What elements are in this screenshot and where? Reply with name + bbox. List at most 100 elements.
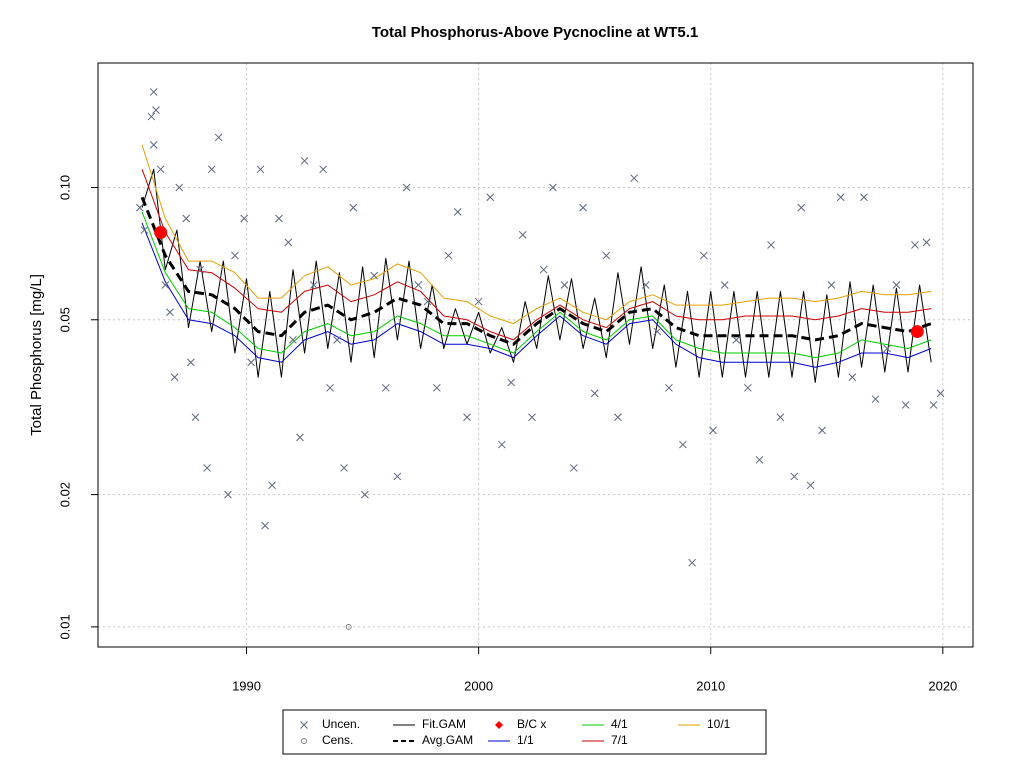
data-point: [720, 281, 729, 289]
data-point: [154, 225, 168, 239]
data-point: [848, 373, 857, 382]
data-point: [166, 308, 174, 317]
legend-label: Cens.: [322, 733, 353, 747]
data-point: [911, 241, 919, 249]
data-point: [203, 464, 211, 472]
data-point: [300, 156, 309, 165]
y-tick-label: 0.10: [57, 175, 72, 200]
data-point: [381, 383, 390, 392]
data-point: [423, 297, 432, 306]
data-point: [340, 464, 348, 472]
data-point: [268, 481, 276, 490]
data-point: [486, 193, 495, 202]
data-point: [402, 183, 411, 192]
legend-label: B/C x: [517, 717, 546, 731]
data-point: [333, 336, 341, 344]
series-line: [140, 196, 932, 346]
legend-box: [282, 709, 767, 755]
data-point: [755, 455, 764, 464]
series-line: [141, 169, 932, 341]
legend-label: Avg.GAM: [422, 733, 473, 747]
plot-frame: [97, 62, 974, 648]
data-point: [474, 297, 483, 306]
data-point: [170, 373, 179, 382]
x-tick-label: 1990: [232, 678, 261, 693]
legend-swatch: [495, 721, 503, 729]
series-line: [141, 222, 932, 368]
data-point: [345, 623, 352, 630]
data-point: [602, 251, 611, 260]
data-point: [892, 281, 901, 289]
legend-label: 1/1: [517, 733, 534, 747]
data-point: [152, 106, 160, 114]
data-point: [231, 251, 239, 260]
y-tick-label: 0.02: [57, 482, 72, 507]
data-point: [806, 481, 815, 490]
data-point: [309, 281, 318, 289]
data-point: [641, 281, 650, 289]
x-tick-label: 2020: [928, 678, 957, 693]
series-line: [141, 168, 932, 383]
data-point: [699, 251, 708, 260]
data-point: [507, 378, 515, 387]
data-point: [901, 401, 910, 409]
data-point: [453, 208, 462, 216]
data-point: [653, 327, 662, 336]
legend-label: 4/1: [611, 717, 628, 731]
data-point: [444, 251, 453, 260]
data-point: [175, 183, 184, 192]
data-point: [207, 165, 216, 174]
data-point: [214, 133, 223, 142]
data-point: [191, 413, 200, 422]
data-point: [528, 413, 536, 422]
legend-swatch: [300, 721, 308, 729]
data-point: [319, 165, 327, 174]
data-point: [883, 344, 891, 353]
series-line: [141, 211, 932, 359]
data-point: [261, 521, 269, 530]
data-point: [579, 203, 587, 212]
data-point: [776, 413, 785, 422]
data-point: [871, 395, 880, 403]
data-point: [240, 214, 249, 223]
chart-title: Total Phosphorus-Above Pycnocline at WT5…: [372, 24, 698, 41]
data-point: [393, 472, 402, 481]
data-point: [560, 281, 569, 289]
data-point: [497, 440, 506, 449]
data-point: [256, 165, 265, 174]
data-point: [275, 214, 283, 223]
legend-label: 10/1: [707, 717, 731, 731]
data-point: [433, 383, 441, 392]
data-point: [679, 440, 687, 449]
legend-label: Fit.GAM: [422, 717, 466, 731]
data-point: [361, 490, 369, 499]
data-point: [790, 472, 799, 481]
data-point: [463, 413, 471, 422]
data-point: [688, 558, 697, 567]
data-point: [549, 183, 557, 192]
data-point: [827, 281, 836, 289]
data-point: [247, 358, 256, 367]
x-tick-label: 2010: [696, 678, 725, 693]
data-point: [797, 203, 806, 212]
series-line: [141, 144, 932, 325]
data-point: [709, 426, 717, 435]
data-point: [349, 203, 358, 212]
data-point: [147, 112, 156, 121]
data-point: [936, 389, 945, 398]
data-point: [539, 265, 548, 274]
y-axis-label: Total Phosphorus [mg/L]: [28, 274, 45, 436]
data-point: [326, 383, 334, 392]
data-point: [414, 281, 423, 289]
data-point: [140, 226, 149, 234]
data-point: [289, 336, 297, 344]
x-tick-label: 2000: [464, 678, 493, 693]
data-point: [732, 336, 741, 344]
data-point: [929, 401, 938, 409]
data-point: [860, 193, 868, 202]
y-tick-label: 0.05: [57, 307, 72, 332]
data-point: [569, 464, 578, 472]
data-point: [590, 389, 599, 398]
